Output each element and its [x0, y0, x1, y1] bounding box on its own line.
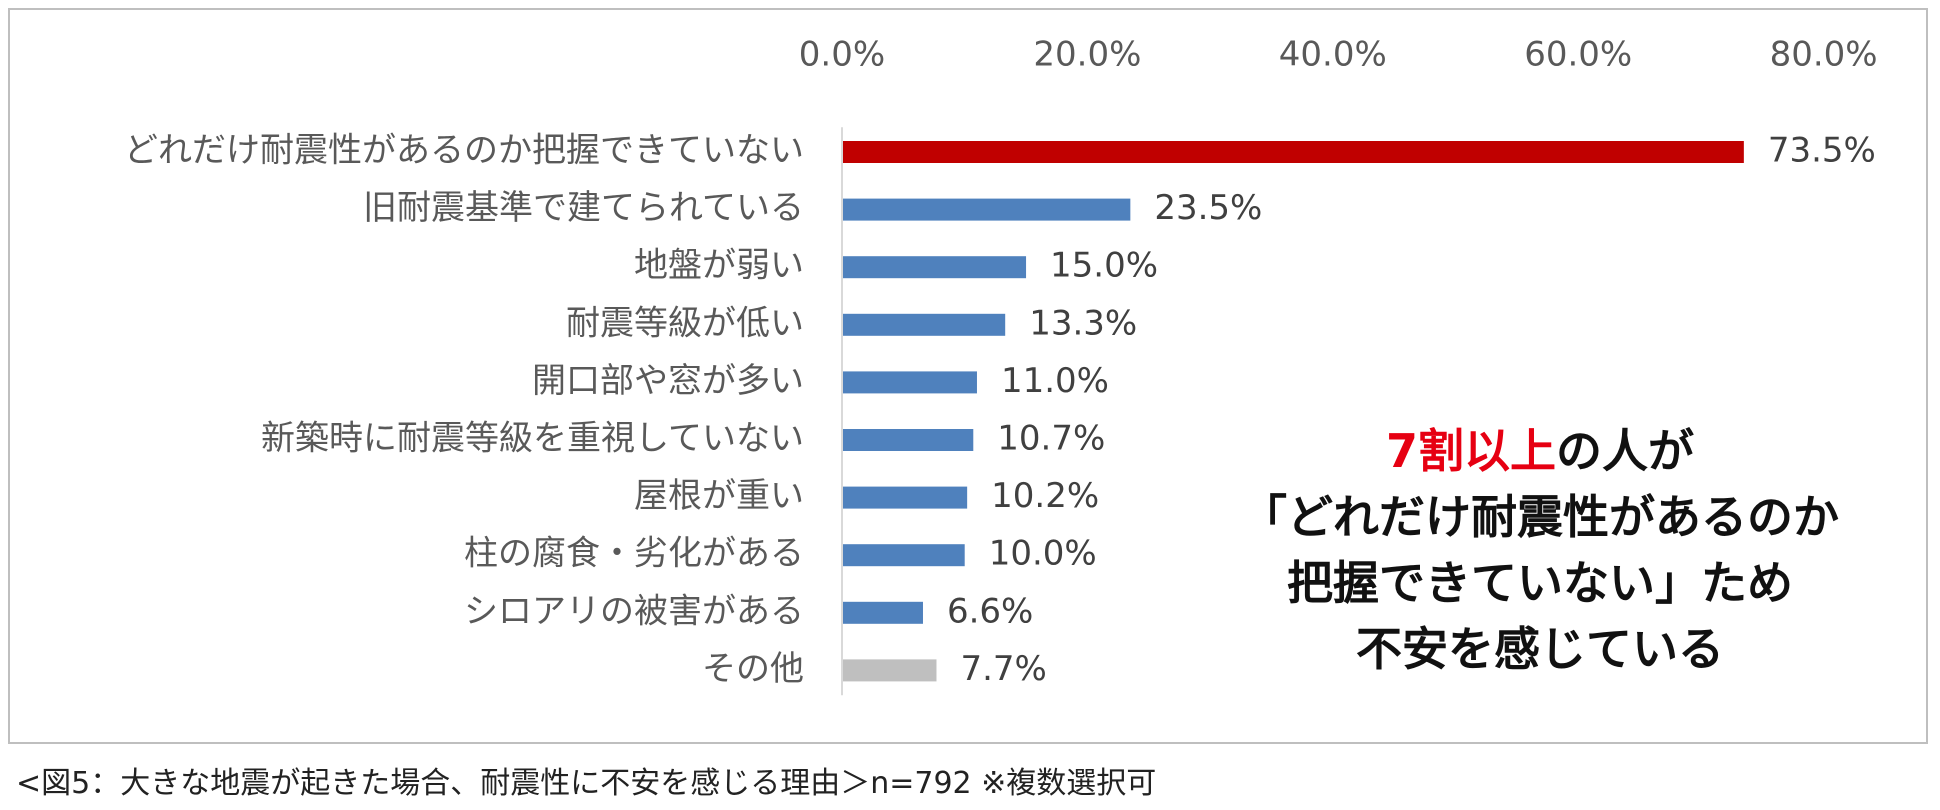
data-label: 10.7%: [997, 419, 1105, 459]
bar: [843, 544, 965, 567]
category-label: 開口部や窓が多い: [532, 361, 804, 401]
x-tick-label: 60.0%: [1524, 35, 1632, 75]
bar: [843, 141, 1744, 163]
bar: [843, 659, 937, 682]
callout-highlight: 7割以上: [1385, 424, 1556, 478]
callout-line-3: 把握できていない」ため: [1287, 556, 1793, 610]
category-label: 旧耐震基準で建てられている: [363, 188, 804, 228]
data-label: 11.0%: [1001, 361, 1109, 401]
figure-caption: <図5：大きな地震が起きた場合、耐震性に不安を感じる理由＞n=792 ※複数選択…: [16, 766, 1157, 801]
x-tick-label: 0.0%: [799, 35, 885, 75]
bar: [843, 256, 1027, 279]
data-label: 73.5%: [1768, 131, 1876, 171]
chart-frame: 0.0% 20.0% 40.0% 60.0% 80.0% どれだけ耐震性があるのか把握で…: [8, 8, 1928, 744]
category-label: その他: [702, 649, 804, 689]
callout-line-1-rest: の人が: [1556, 424, 1694, 478]
data-label: 15.0%: [1050, 246, 1158, 286]
bar: [843, 371, 977, 394]
x-tick-label: 40.0%: [1279, 35, 1387, 75]
category-label: 屋根が重い: [634, 476, 804, 516]
category-label: 柱の腐食・劣化がある: [464, 534, 804, 574]
bar: [843, 198, 1131, 221]
data-label: 10.0%: [989, 534, 1097, 574]
bar: [843, 429, 974, 451]
bar-chart: 0.0% 20.0% 40.0% 60.0% 80.0% どれだけ耐震性があるのか把握で…: [124, 35, 1878, 696]
x-tick-label: 20.0%: [1033, 35, 1141, 75]
data-label: 10.2%: [991, 476, 1099, 516]
data-label: 6.6%: [947, 591, 1033, 631]
bar: [843, 601, 923, 624]
category-label: 新築時に耐震等級を重視していない: [261, 419, 804, 459]
bar: [843, 486, 968, 509]
category-label: シロアリの被害がある: [464, 591, 804, 631]
callout-line-2: 「どれだけ耐震性があるのか: [1241, 490, 1839, 544]
bar: [843, 313, 1006, 336]
data-label: 7.7%: [960, 649, 1046, 689]
category-label: どれだけ耐震性があるのか把握できていない: [124, 131, 804, 171]
category-label: 地盤が弱い: [634, 246, 804, 286]
category-label: 耐震等級が低い: [566, 303, 804, 343]
x-tick-label: 80.0%: [1770, 35, 1878, 75]
callout-text: 7割以上の人が 「どれだけ耐震性があるのか 把握できていない」ため 不安を感じて…: [1190, 418, 1890, 682]
data-label: 23.5%: [1154, 188, 1262, 228]
data-label: 13.3%: [1029, 303, 1137, 343]
callout-line-1: 7割以上の人が: [1190, 418, 1890, 484]
callout-line-4: 不安を感じている: [1356, 622, 1724, 676]
